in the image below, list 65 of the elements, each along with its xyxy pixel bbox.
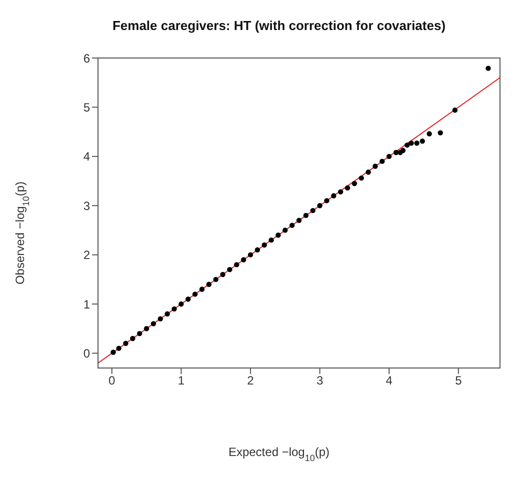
point bbox=[123, 340, 128, 346]
point bbox=[234, 262, 240, 268]
point bbox=[400, 148, 406, 154]
point bbox=[227, 266, 232, 272]
point bbox=[338, 189, 344, 194]
point bbox=[262, 242, 267, 248]
point bbox=[276, 232, 281, 238]
point bbox=[192, 292, 198, 297]
point bbox=[206, 282, 212, 287]
point bbox=[420, 138, 425, 144]
x-tick-label: 3 bbox=[316, 374, 324, 388]
x-tick-label: 4 bbox=[386, 374, 393, 388]
point bbox=[220, 272, 226, 278]
chart-title: Female caregivers: HT (with correction for covariates) bbox=[112, 18, 446, 33]
point bbox=[438, 130, 443, 136]
point bbox=[317, 203, 322, 208]
x-tick-label: 2 bbox=[247, 374, 254, 388]
point bbox=[116, 346, 122, 351]
x-tick-label: 5 bbox=[455, 374, 462, 388]
point bbox=[358, 175, 364, 181]
point bbox=[352, 180, 358, 186]
point bbox=[404, 142, 410, 148]
point bbox=[164, 311, 170, 316]
point bbox=[268, 237, 274, 243]
point bbox=[282, 228, 288, 233]
point bbox=[289, 222, 295, 228]
point bbox=[486, 66, 491, 71]
point bbox=[199, 286, 205, 292]
point bbox=[254, 247, 260, 253]
point bbox=[213, 276, 218, 282]
point bbox=[408, 140, 414, 146]
point bbox=[110, 350, 116, 355]
x-tick-label: 0 bbox=[108, 374, 116, 388]
point bbox=[331, 193, 336, 198]
point bbox=[344, 185, 350, 191]
point bbox=[414, 140, 420, 146]
y-tick-label: 0 bbox=[83, 346, 90, 360]
y-tick-label: 6 bbox=[83, 51, 90, 66]
point bbox=[426, 131, 432, 136]
y-tick-label: 4 bbox=[83, 150, 90, 164]
point bbox=[172, 306, 177, 312]
point bbox=[303, 212, 309, 218]
point bbox=[240, 257, 246, 262]
point bbox=[150, 321, 156, 326]
point bbox=[324, 198, 330, 204]
point bbox=[248, 252, 254, 258]
point bbox=[310, 208, 316, 214]
point bbox=[380, 158, 385, 164]
point bbox=[178, 301, 184, 307]
point bbox=[144, 326, 150, 332]
point bbox=[366, 170, 371, 175]
y-tick-label: 2 bbox=[83, 248, 90, 262]
point bbox=[186, 296, 191, 302]
y-tick-label: 1 bbox=[83, 297, 90, 312]
point bbox=[372, 164, 378, 169]
point bbox=[296, 218, 302, 223]
point bbox=[386, 154, 392, 160]
point bbox=[130, 336, 136, 342]
x-axis-title: Expected −log$_{10}$(p) bbox=[228, 445, 330, 463]
x-tick-label: 1 bbox=[178, 374, 185, 388]
y-tick-label: 3 bbox=[83, 198, 90, 213]
point bbox=[158, 316, 163, 322]
y-tick-label: 5 bbox=[83, 100, 90, 114]
point bbox=[136, 330, 142, 336]
point bbox=[452, 108, 458, 113]
